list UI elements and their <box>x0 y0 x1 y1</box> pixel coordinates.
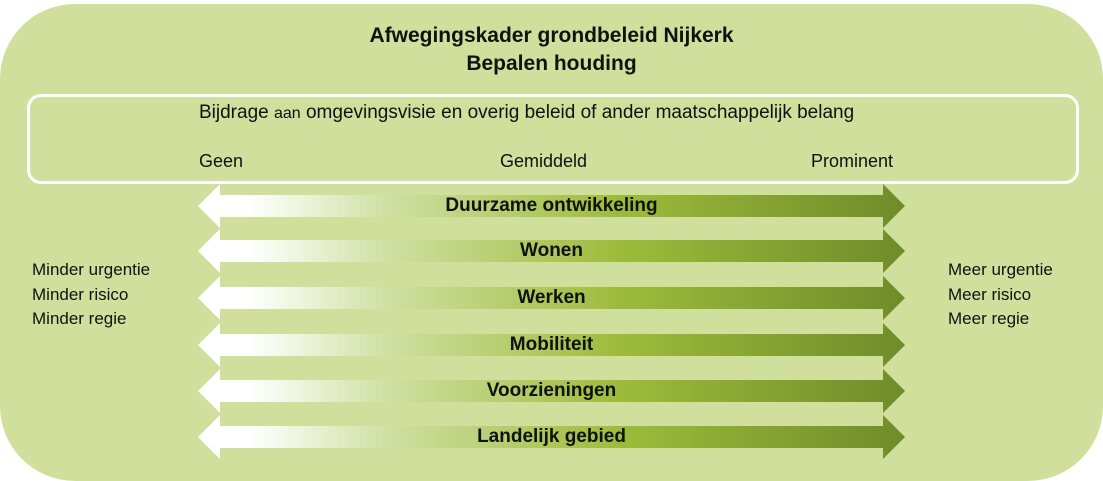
diagram-title: Afwegingskader grondbeleid Nijkerk <box>369 24 734 47</box>
arrow-label: Duurzame ontwikkeling <box>445 195 658 216</box>
scale-heading-part1: Bijdrage <box>199 102 269 123</box>
arrow-wonen: Wonen <box>198 229 905 273</box>
arrow-label: Werken <box>517 287 586 308</box>
scale-label-high: Prominent <box>811 151 894 171</box>
scale-box <box>27 94 1079 184</box>
arrow-landelijk-gebied: Landelijk gebied <box>198 415 905 459</box>
scale-heading: Bijdrage aan omgevingsvisie en overig be… <box>199 102 854 124</box>
scale-label-low: Geen <box>199 151 244 171</box>
arrow-voorzieningen: Voorzieningen <box>198 369 905 413</box>
left-side-labels: Minder urgentie Minder risico Minder reg… <box>32 258 150 332</box>
arrow-label: Wonen <box>520 240 583 261</box>
right-label-urgentie: Meer urgentie <box>948 260 1053 279</box>
arrow-label: Voorzieningen <box>486 380 617 401</box>
left-label-risico: Minder risico <box>32 284 129 304</box>
right-label-risico: Meer risico <box>948 284 1032 304</box>
scale-heading-part2: aan <box>274 105 301 122</box>
scale-heading-part3: omgevingsvisie en overig beleid of ander… <box>305 102 855 123</box>
left-label-urgentie: Minder urgentie <box>32 260 151 279</box>
diagram-subtitle: Bepalen houding <box>466 52 637 75</box>
scale-label-mid: Gemiddeld <box>500 151 588 171</box>
right-label-regie: Meer regie <box>948 309 1030 328</box>
arrow-duurzame-ontwikkeling: Duurzame ontwikkeling <box>198 184 905 228</box>
arrow-werken: Werken <box>198 276 905 320</box>
left-label-regie: Minder regie <box>32 309 127 328</box>
arrow-label: Mobiliteit <box>509 334 594 355</box>
arrow-mobiliteit: Mobiliteit <box>198 323 905 367</box>
right-side-labels: Meer urgentie Meer risico Meer regie <box>948 258 1053 332</box>
arrow-label: Landelijk gebied <box>477 426 626 447</box>
